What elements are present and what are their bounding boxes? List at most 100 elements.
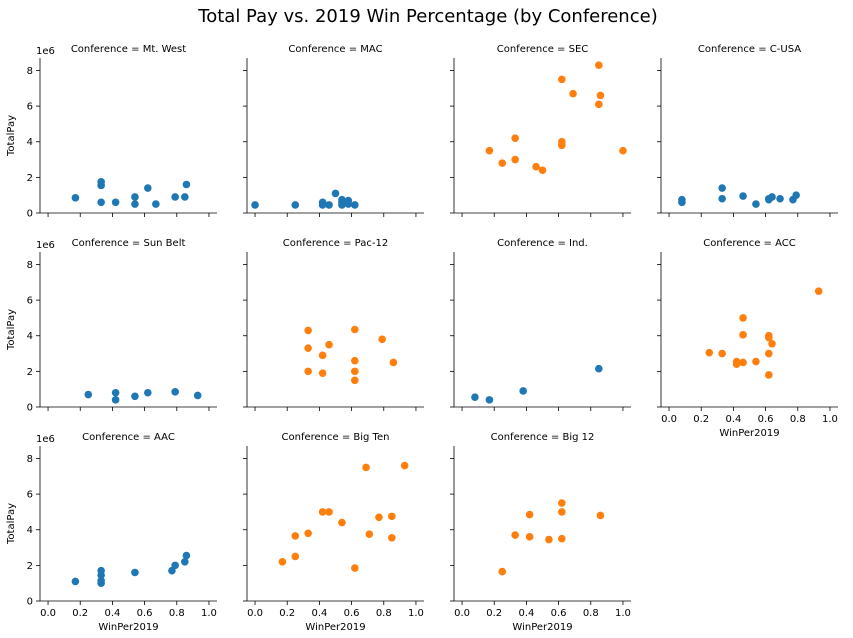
data-point: [739, 314, 747, 322]
x-tick-label: 0.0: [661, 414, 677, 425]
data-point: [388, 512, 396, 521]
x-tick-label: 0.0: [454, 608, 470, 619]
x-tick-label: 0.8: [583, 608, 599, 619]
y-tick-label: 6: [27, 296, 33, 307]
x-tick-label: 0.2: [72, 608, 88, 619]
figure-title: Total Pay vs. 2019 Win Percentage (by Co…: [197, 6, 657, 27]
data-point: [97, 566, 105, 575]
data-point: [181, 558, 189, 566]
data-point: [131, 392, 139, 401]
data-point: [389, 358, 398, 367]
x-tick-label: 0.2: [279, 608, 295, 619]
data-point: [318, 351, 327, 360]
panel-title: Conference = C-USA: [698, 44, 801, 55]
data-point: [558, 137, 566, 146]
data-point: [182, 180, 191, 189]
data-point: [111, 388, 120, 397]
data-point: [351, 356, 359, 365]
data-point: [814, 287, 823, 295]
data-point: [325, 508, 333, 516]
x-tick-label: 0.4: [725, 414, 741, 425]
data-point: [375, 513, 383, 522]
data-point: [144, 388, 152, 397]
x-tick-label: 0.8: [376, 608, 392, 619]
data-point: [344, 196, 353, 205]
data-point: [144, 184, 152, 192]
data-point: [291, 201, 300, 209]
data-point: [511, 531, 519, 539]
data-point: [400, 461, 409, 470]
data-point: [596, 511, 605, 520]
y-tick-label: 4: [27, 137, 33, 148]
y-tick-label: 4: [27, 525, 33, 536]
data-point: [752, 357, 760, 366]
data-point: [595, 100, 603, 109]
y-tick-label: 0: [27, 597, 33, 608]
x-tick-label: 1.0: [615, 608, 631, 619]
x-axis-label: WinPer2019: [512, 622, 572, 633]
data-point: [532, 162, 540, 171]
data-point: [278, 558, 287, 566]
y-axis-label: TotalPay: [6, 115, 17, 157]
data-point: [498, 567, 507, 576]
data-point: [739, 331, 747, 339]
data-point: [525, 510, 534, 519]
data-point: [181, 193, 189, 201]
data-point: [595, 61, 603, 69]
panel-title: Conference = Pac-12: [283, 238, 388, 249]
x-tick-label: 0.4: [104, 608, 120, 619]
x-tick-label: 0.6: [758, 414, 774, 425]
panel-title: Conference = AAC: [82, 432, 175, 443]
y-tick-label: 8: [27, 260, 33, 271]
data-point: [765, 333, 773, 342]
data-point: [182, 551, 191, 560]
data-point: [511, 134, 519, 142]
panel: Conference = Big 12 0.0 0.2 0.4 0.6 0.8 1.0 Win…: [450, 432, 631, 633]
data-point: [193, 391, 202, 400]
data-point: [111, 396, 120, 404]
x-axis-label: WinPer2019: [305, 622, 365, 633]
panel: Conference = AAC 0 2 4 6 8 0.0 0.2 0.4 0.6 0.8 1.0 W…: [6, 432, 217, 633]
data-point: [71, 194, 80, 202]
data-point: [739, 358, 747, 367]
data-point: [538, 166, 547, 175]
y-tick-label: 0: [27, 209, 33, 220]
x-tick-label: 0.6: [344, 608, 360, 619]
data-point: [152, 200, 160, 208]
data-point: [378, 335, 386, 344]
data-point: [765, 349, 773, 358]
x-tick-label: 0.8: [790, 414, 806, 425]
data-point: [525, 533, 534, 541]
x-tick-label: 0.2: [693, 414, 709, 425]
data-point: [752, 200, 760, 208]
panel: Conference = Ind.: [450, 238, 631, 411]
panel-title: Conference = Big Ten: [282, 432, 390, 443]
y-axis-label: TotalPay: [6, 309, 17, 351]
y-tick-label: 2: [27, 367, 33, 378]
data-point: [97, 178, 105, 186]
data-point: [471, 393, 479, 402]
y-offset-label: 1e6: [36, 240, 55, 251]
panel-title: Conference = Big 12: [491, 432, 595, 443]
x-axis-label: WinPer2019: [98, 622, 158, 633]
y-tick-label: 6: [27, 102, 33, 113]
data-point: [351, 201, 359, 209]
data-point: [792, 191, 800, 199]
panel-title: Conference = ACC: [703, 238, 796, 249]
x-axis-label: WinPer2019: [719, 428, 779, 439]
data-point: [595, 364, 603, 373]
x-tick-label: 0.4: [518, 608, 534, 619]
data-point: [171, 193, 179, 201]
data-point: [718, 194, 726, 203]
data-point: [388, 533, 396, 542]
data-point: [318, 369, 327, 377]
data-point: [331, 189, 340, 198]
data-point: [519, 387, 527, 395]
data-point: [545, 535, 553, 544]
data-point: [351, 564, 359, 572]
panel: Conference = Pac-12: [243, 238, 424, 411]
y-offset-label: 1e6: [36, 434, 55, 445]
data-point: [318, 508, 327, 516]
